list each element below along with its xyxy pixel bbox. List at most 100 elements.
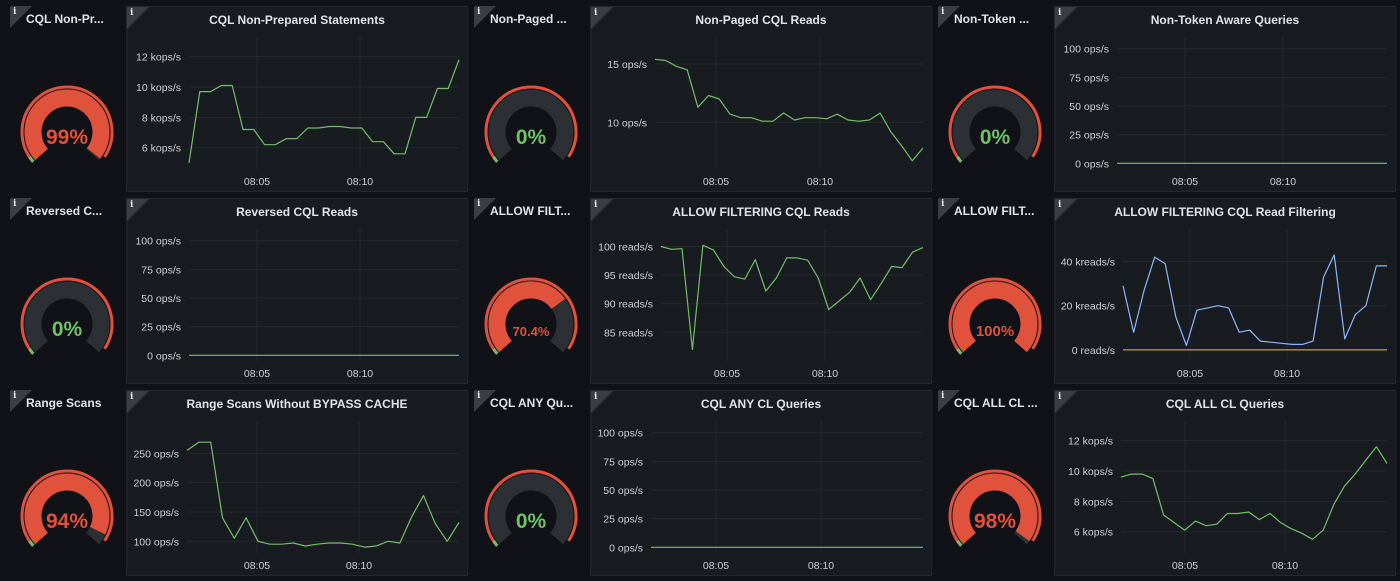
gauge-dial: 0% (948, 85, 1042, 163)
chart-panel[interactable]: i Range Scans Without BYPASS CACHE 100 ops… (126, 390, 468, 576)
panel-info-corner[interactable] (10, 6, 32, 28)
info-icon[interactable]: i (1058, 200, 1062, 210)
gauge-fill (24, 473, 110, 545)
chart-plot: 0 reads/s 20 kreads/s 40 kreads/s 08:05 08:1… (1061, 229, 1387, 380)
y-tick-label: 6 kops/s (142, 143, 181, 155)
y-tick-label: 10 ops/s (607, 117, 647, 129)
x-tick-label: 08:05 (1172, 560, 1198, 572)
info-icon[interactable]: i (941, 7, 945, 17)
info-icon[interactable]: i (594, 8, 598, 18)
chart-panel[interactable]: i CQL ALL CL Queries 6 kops/s 8 kops/s 10 ko… (1054, 390, 1396, 576)
chart-panel[interactable]: i ALLOW FILTERING CQL Read Filtering 0 rea… (1054, 198, 1396, 384)
gauge-fill (952, 281, 1038, 353)
gauge-threshold-low (28, 540, 35, 547)
info-icon[interactable]: i (130, 200, 134, 210)
panel-info-corner[interactable] (938, 6, 960, 28)
chart-title: Reversed CQL Reads (236, 205, 358, 219)
panel-info-corner[interactable] (10, 198, 32, 220)
panel-info-corner[interactable] (1055, 391, 1077, 413)
series-line (188, 59, 460, 163)
chart-title: Non-Paged CQL Reads (695, 13, 827, 27)
info-icon[interactable]: i (477, 391, 481, 401)
info-icon[interactable]: i (477, 199, 481, 209)
y-tick-label: 90 reads/s (604, 299, 653, 311)
panel-info-corner[interactable] (474, 390, 496, 412)
x-tick-label: 08:05 (244, 560, 270, 572)
chart-title: Non-Token Aware Queries (1150, 13, 1300, 27)
series-line (1120, 446, 1388, 540)
y-tick-label: 50 ops/s (1069, 101, 1109, 113)
x-tick-label: 08:10 (347, 176, 373, 188)
info-icon[interactable]: i (1058, 392, 1062, 402)
info-icon[interactable]: i (477, 7, 481, 17)
gauge-dial: 0% (20, 277, 114, 355)
panel-info-corner[interactable] (1055, 199, 1077, 221)
chart-title: CQL Non-Prepared Statements (209, 13, 385, 27)
info-icon[interactable]: i (13, 7, 17, 17)
gauge-value: 0% (980, 126, 1011, 149)
gauge-value: 99% (46, 126, 88, 149)
gauge-panel[interactable]: i Non-Token ... 0% (938, 6, 1050, 192)
gauge-value: 100% (976, 323, 1014, 340)
chart-title: CQL ALL CL Queries (1165, 397, 1285, 411)
x-tick-label: 08:10 (1270, 176, 1296, 188)
gauge-track (488, 89, 574, 161)
x-tick-label: 08:10 (808, 560, 834, 572)
chart-panel[interactable]: i CQL Non-Prepared Statements 6 kops/s 8 ko… (126, 6, 468, 192)
gauge-threshold-low (492, 540, 499, 547)
y-tick-label: 75 ops/s (603, 456, 643, 468)
gauge-threshold-ring (20, 85, 114, 163)
panel-info-corner[interactable] (591, 7, 613, 29)
chart-panel[interactable]: i Non-Paged CQL Reads 10 ops/s 15 ops/s 08:0… (590, 6, 932, 192)
info-icon[interactable]: i (594, 392, 598, 402)
chart-title: ALLOW FILTERING CQL Read Filtering (1114, 205, 1336, 219)
info-icon[interactable]: i (594, 200, 598, 210)
info-icon[interactable]: i (130, 8, 134, 18)
gauge-panel[interactable]: i CQL ANY Qu... 0% (474, 390, 586, 576)
panel-info-corner[interactable] (127, 7, 149, 29)
y-tick-label: 0 ops/s (147, 350, 181, 362)
gauge-panel[interactable]: i CQL ALL CL ... 98% (938, 390, 1050, 576)
chart-panel[interactable]: i Non-Token Aware Queries 0 ops/s 25 ops/s 5… (1054, 6, 1396, 192)
panel-info-corner[interactable] (474, 6, 496, 28)
panel-info-corner[interactable] (474, 198, 496, 220)
gauge-panel[interactable]: i CQL Non-Pr... 99% (10, 6, 122, 192)
series-line (660, 244, 924, 351)
info-icon[interactable]: i (13, 199, 17, 209)
x-tick-label: 08:10 (1274, 368, 1300, 380)
y-tick-label: 0 ops/s (1075, 158, 1109, 170)
info-icon[interactable]: i (941, 391, 945, 401)
y-tick-label: 10 kops/s (136, 82, 181, 94)
gauge-panel[interactable]: i Non-Paged ... 0% (474, 6, 586, 192)
panel-info-corner[interactable] (938, 390, 960, 412)
chart-plot: 6 kops/s 8 kops/s 10 kops/s 12 kops/s 08:05 0… (136, 37, 460, 188)
x-tick-label: 08:05 (714, 368, 740, 380)
info-icon[interactable]: i (941, 199, 945, 209)
panel-info-corner[interactable] (127, 199, 149, 221)
gauge-panel[interactable]: i Reversed C... 0% (10, 198, 122, 384)
chart-panel[interactable]: i ALLOW FILTERING CQL Reads 85 reads/s 90 r… (590, 198, 932, 384)
y-tick-label: 15 ops/s (607, 59, 647, 71)
info-icon[interactable]: i (1058, 8, 1062, 18)
chart-title: CQL ANY CL Queries (700, 397, 822, 411)
panel-info-corner[interactable] (127, 391, 149, 413)
info-icon[interactable]: i (130, 392, 134, 402)
chart-panel[interactable]: i Reversed CQL Reads 0 ops/s 25 ops/s 50 ops… (126, 198, 468, 384)
y-tick-label: 25 ops/s (603, 514, 643, 526)
y-tick-label: 250 ops/s (133, 448, 179, 460)
panel-info-corner[interactable] (591, 391, 613, 413)
gauge-panel[interactable]: i ALLOW FILT... 70.4% (474, 198, 586, 384)
panel-info-corner[interactable] (591, 199, 613, 221)
info-icon[interactable]: i (13, 391, 17, 401)
panel-info-corner[interactable] (10, 390, 32, 412)
gauge-threshold-low (492, 348, 499, 355)
chart-panel[interactable]: i CQL ANY CL Queries 0 ops/s 25 ops/s 50 ops… (590, 390, 932, 576)
gauge-threshold-ring (948, 277, 1042, 355)
gauge-panel[interactable]: i Range Scans 94% (10, 390, 122, 576)
panel-info-corner[interactable] (1055, 7, 1077, 29)
panel-info-corner[interactable] (938, 198, 960, 220)
y-tick-label: 150 ops/s (133, 507, 179, 519)
y-tick-label: 50 ops/s (603, 485, 643, 497)
gauge-panel[interactable]: i ALLOW FILT... 100% (938, 198, 1050, 384)
y-tick-label: 200 ops/s (133, 478, 179, 490)
